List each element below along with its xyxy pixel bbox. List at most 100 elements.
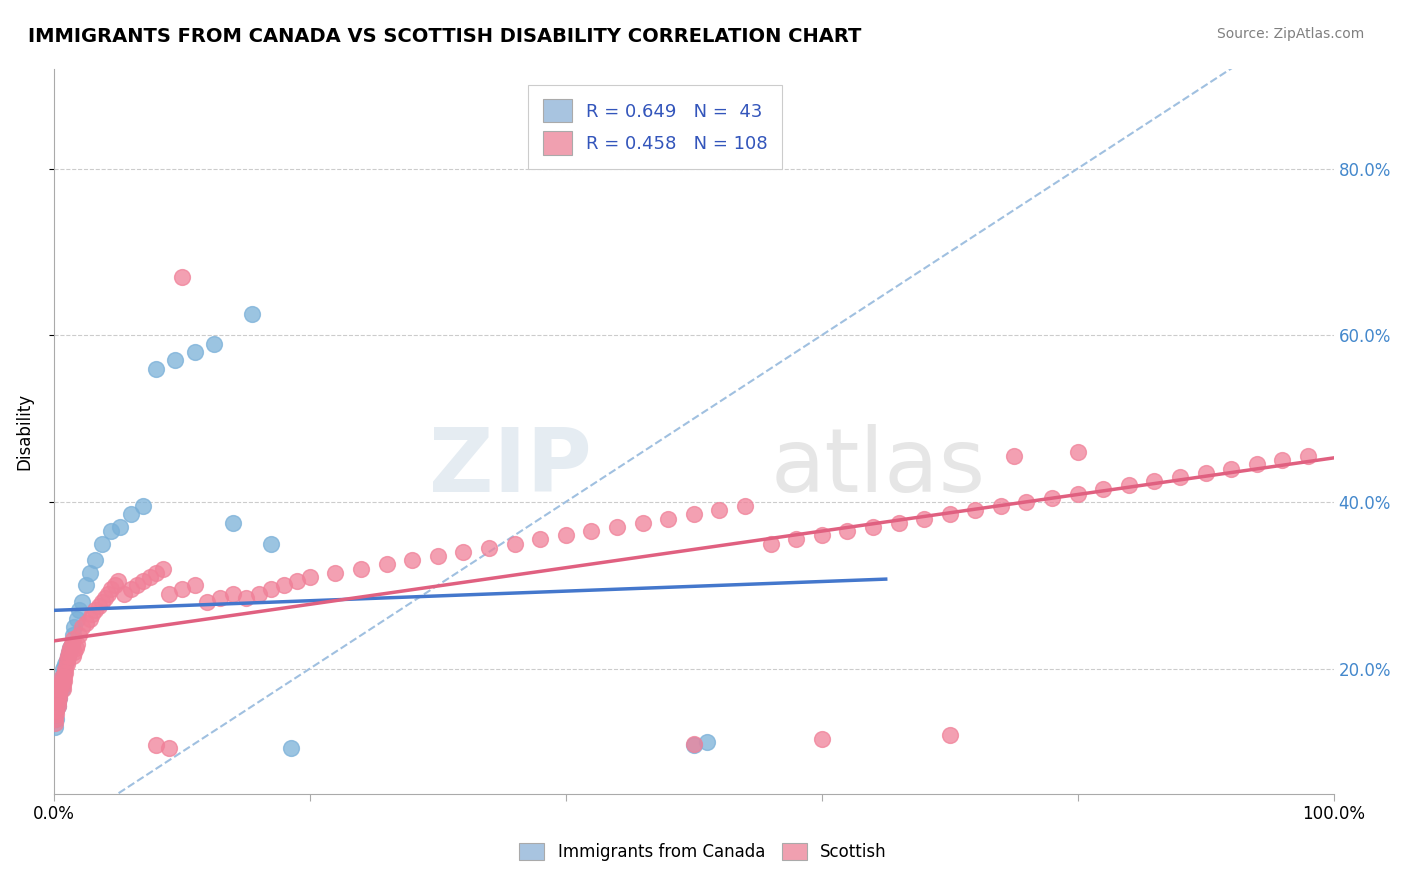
Text: atlas: atlas [770,424,986,511]
Point [912,511,935,525]
Point [170,269,193,284]
Point [132,574,155,588]
Point [170,582,193,597]
Point [49,678,72,692]
Point [183,578,205,592]
Point [62,632,84,647]
Legend: R = 0.649   N =  43, R = 0.458   N = 108: R = 0.649 N = 43, R = 0.458 N = 108 [529,85,782,169]
Point [100,582,122,597]
Point [55,653,77,667]
Point [60,637,83,651]
Point [325,566,347,580]
Point [938,728,960,742]
Point [120,508,142,522]
Point [79,566,101,580]
Point [350,561,373,575]
Point [48,690,70,705]
Point [46,699,69,714]
Point [759,536,782,550]
Point [631,516,654,530]
Point [1271,453,1294,467]
Point [240,307,263,321]
Point [56,649,79,664]
Point [51,670,73,684]
Point [285,574,308,588]
Point [63,645,86,659]
Point [1143,474,1166,488]
Point [56,649,79,664]
Point [66,612,89,626]
Point [132,499,155,513]
Point [139,570,162,584]
Point [45,703,67,717]
Point [44,712,66,726]
Point [51,670,73,684]
Point [197,595,219,609]
Point [52,674,75,689]
Point [59,640,82,655]
Point [75,578,97,592]
Point [45,712,67,726]
Point [62,628,84,642]
Point [53,657,76,672]
Point [55,653,77,667]
Text: ZIP: ZIP [429,424,592,511]
Point [67,628,90,642]
Point [965,503,987,517]
Point [1040,491,1063,505]
Point [55,657,77,672]
Point [58,645,80,659]
Point [83,603,105,617]
Point [183,345,205,359]
Point [145,361,167,376]
Point [48,687,70,701]
Point [67,603,90,617]
Point [53,665,76,680]
Point [1092,483,1115,497]
Point [66,637,89,651]
Point [375,558,398,572]
Point [887,516,910,530]
Point [48,690,70,705]
Point [65,640,87,655]
Point [1246,458,1268,472]
Point [75,615,97,630]
Point [734,499,756,513]
Point [94,591,117,605]
Point [247,587,270,601]
Point [581,524,603,538]
Point [83,553,105,567]
Point [260,536,283,550]
Point [280,740,302,755]
Point [51,674,73,689]
Point [298,570,321,584]
Point [52,682,75,697]
Point [53,670,76,684]
Point [63,620,86,634]
Point [165,353,187,368]
Point [1220,461,1243,475]
Point [59,640,82,655]
Point [70,595,93,609]
Point [682,739,704,753]
Point [52,662,75,676]
Point [478,541,501,555]
Point [696,735,718,749]
Point [110,520,132,534]
Point [426,549,449,563]
Point [53,665,76,680]
Point [157,587,180,601]
Point [554,528,576,542]
Point [46,699,69,714]
Point [1195,466,1218,480]
Point [657,511,679,525]
Point [107,574,129,588]
Point [120,582,142,597]
Point [1118,478,1140,492]
Point [44,715,66,730]
Point [503,536,526,550]
Point [529,533,551,547]
Point [682,737,704,751]
Point [58,645,80,659]
Point [45,703,67,717]
